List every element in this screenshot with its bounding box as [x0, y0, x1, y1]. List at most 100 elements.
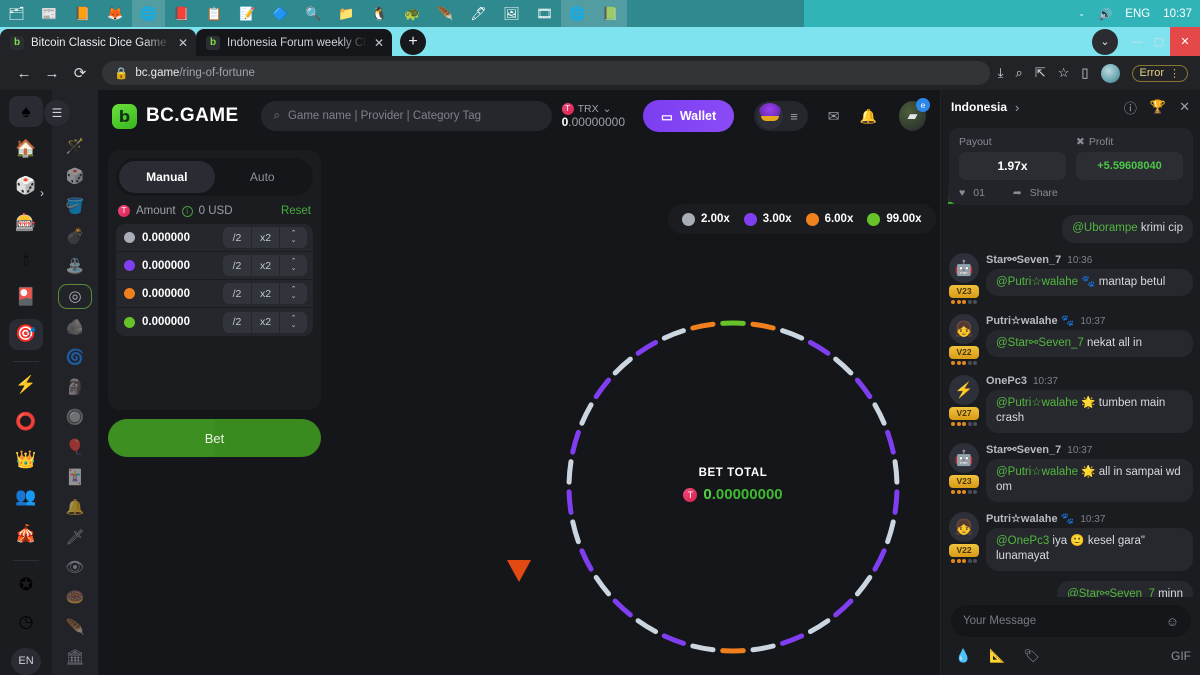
firefox-icon[interactable]: 🦊	[99, 0, 132, 27]
stake-halve-button[interactable]: /2	[223, 227, 251, 248]
game-rail-item-14[interactable]: 🗡	[65, 528, 85, 546]
maximize-button[interactable]: ▢	[1153, 36, 1165, 48]
game-rail-item-13[interactable]: 🔔	[65, 498, 85, 516]
browser-tab-1[interactable]: b Indonesia Forum weekly Challenge ✕	[196, 29, 392, 56]
video-icon[interactable]: 🎞	[528, 0, 561, 27]
message-avatar-group[interactable]: 👧 V22	[949, 511, 979, 571]
media-player-icon[interactable]: 📙	[66, 0, 99, 27]
rail-item-target[interactable]: 🎯	[9, 318, 43, 350]
new-tab-button[interactable]: +	[400, 29, 426, 55]
stake-stepper[interactable]: ⌃ ⌄	[279, 255, 307, 276]
rail-item-favourites[interactable]: ✪	[18, 574, 34, 594]
turtle-icon[interactable]: 🐢	[396, 0, 429, 27]
share-icon[interactable]: ⇱	[1034, 65, 1046, 80]
rail-item-poker[interactable]: ♠	[9, 96, 43, 128]
chevron-up-icon[interactable]: ⌃	[290, 286, 297, 293]
bookmark-star-icon[interactable]: ☆	[1057, 65, 1070, 80]
message-mention[interactable]: @Star⚯Seven_7	[996, 336, 1084, 349]
message-mention[interactable]: @Putri☆walahe 🌟	[996, 465, 1096, 478]
gif-icon[interactable]: GIF	[1171, 649, 1191, 663]
zoom-out-icon[interactable]: ⌕	[1015, 65, 1023, 80]
chevron-down-icon[interactable]: ⌄	[290, 321, 297, 329]
rail-item-roulette[interactable]: 🕯	[23, 250, 29, 270]
stake-value[interactable]: 0.000000	[142, 316, 190, 328]
rail-item-home[interactable]: 🏠	[15, 138, 37, 158]
chat-toggle-button[interactable]: ▰ e	[898, 98, 930, 131]
tab-close-icon[interactable]: ✕	[373, 35, 384, 50]
minimize-button[interactable]: —	[1131, 35, 1143, 48]
rail-item-recent[interactable]: ◷	[18, 612, 34, 632]
game-rail-item-2[interactable]: 🎲	[65, 168, 85, 186]
info-icon[interactable]: ⓘ	[1123, 100, 1137, 116]
trophy-icon[interactable]: 🏆	[1149, 99, 1167, 114]
balance-display[interactable]: T TRX ⌄ 0.00000000	[561, 103, 633, 129]
stake-row[interactable]: 0.000000/2 x2 ⌃ ⌄	[116, 252, 313, 280]
stake-double-button[interactable]: x2	[251, 311, 279, 333]
image-viewer-icon[interactable]: 🖼	[495, 0, 528, 27]
rail-item-vip[interactable]: 👑	[15, 449, 37, 469]
stake-double-button[interactable]: x2	[251, 283, 279, 304]
user-menu[interactable]: ≡	[754, 101, 808, 131]
rail-item-cards[interactable]: 🎴	[15, 287, 37, 307]
rail-item-promotions[interactable]: 🎪	[15, 523, 37, 543]
chevron-down-icon[interactable]: ⌄	[602, 103, 612, 115]
tab-close-icon[interactable]: ✕	[177, 35, 188, 50]
stake-row[interactable]: 0.000000/2 x2 ⌃ ⌄	[116, 224, 313, 252]
chevron-down-icon[interactable]: ⌄	[290, 237, 297, 244]
rank-icon[interactable]: 📐	[989, 648, 1006, 663]
emoji-icon[interactable]: ☺	[1165, 613, 1179, 629]
mail-icon[interactable]: ✉	[827, 107, 840, 124]
brand-logo[interactable]: b BC.GAME	[112, 103, 239, 129]
penguin-icon[interactable]: 🐧	[363, 0, 396, 27]
message-mention[interactable]: @Uborampe	[1072, 222, 1138, 234]
chevron-right-icon[interactable]: ›	[1015, 99, 1020, 115]
game-rail-item-17[interactable]: 🪶	[65, 618, 85, 636]
feather-icon[interactable]: 🪶	[429, 0, 462, 27]
tab-auto[interactable]: Auto	[249, 170, 275, 184]
tip-icon[interactable]: 🏷	[1023, 648, 1040, 663]
info-icon[interactable]: i	[181, 205, 193, 217]
message-mention[interactable]: @Star⚯Seven_7	[1067, 587, 1155, 600]
paint-icon[interactable]: 📝	[231, 0, 264, 27]
folder-icon[interactable]: 📁	[330, 0, 363, 27]
reset-button[interactable]: Reset	[280, 205, 311, 217]
game-rail-item-8[interactable]: 🌀	[65, 348, 85, 366]
rain-icon[interactable]: 💧	[955, 648, 972, 663]
like-icon[interactable]: ♥	[959, 187, 966, 199]
stake-value[interactable]: 0.000000	[142, 259, 190, 272]
game-rail-item-9[interactable]: 🗿	[65, 378, 85, 396]
chevron-up-icon[interactable]: ⌃	[290, 314, 297, 322]
error-pill[interactable]: Error ⋮	[1131, 64, 1188, 82]
rail-item-slots[interactable]: 🎰	[15, 212, 37, 232]
message-username[interactable]: OnePc3	[986, 374, 1027, 387]
stake-row[interactable]: 0.000000/2 x2 ⌃ ⌄	[116, 280, 313, 308]
game-rail-item-12[interactable]: 🃏	[65, 468, 85, 486]
game-rail-item-3[interactable]: 🪣	[65, 198, 85, 216]
browser-menu-icon[interactable]: ⋮	[1169, 67, 1180, 80]
chevron-down-icon[interactable]: ⌄	[1092, 28, 1118, 55]
pdf-reader-icon[interactable]: 📕	[165, 0, 198, 27]
chat-room-name[interactable]: Indonesia	[951, 100, 1008, 114]
game-rail-item-7[interactable]: 🪨	[65, 318, 85, 336]
pen-icon[interactable]: 🖊	[462, 0, 495, 27]
stake-row[interactable]: 0.000000/2 x2 ⌃ ⌄	[116, 308, 313, 336]
tab-manual[interactable]: Manual	[119, 161, 215, 193]
rail-item-casino[interactable]: 🎲	[15, 175, 37, 195]
shared-bet-card[interactable]: Payout ✖ Profit 1.97x +5.59608040 ♥ 01 ➦ …	[949, 128, 1193, 205]
close-icon[interactable]: ✕	[1179, 99, 1190, 114]
game-rail-item-ring-of-fortune[interactable]: ◎	[58, 284, 92, 309]
stake-double-button[interactable]: x2	[251, 255, 279, 276]
back-button[interactable]: ←	[16, 64, 32, 82]
message-mention[interactable]: @Putri☆walahe 🌟	[996, 396, 1096, 409]
game-rail-item-11[interactable]: 🎈	[65, 438, 85, 456]
spreadsheet-icon[interactable]: 📗	[594, 0, 627, 27]
chrome-icon[interactable]: 🌐	[132, 0, 165, 27]
forward-button[interactable]: →	[44, 64, 60, 82]
chevron-down-icon[interactable]: ⌄	[290, 293, 297, 300]
stake-value[interactable]: 0.000000	[142, 287, 190, 300]
message-username[interactable]: Putri☆walahe 🐾	[986, 512, 1075, 525]
message-username[interactable]: Putri☆walahe 🐾	[986, 314, 1075, 327]
chevron-up-icon[interactable]: ⌃	[290, 230, 297, 237]
message-avatar-group[interactable]: ⚡ V27	[949, 374, 979, 433]
volume-icon[interactable]: 🔊	[1097, 8, 1113, 21]
